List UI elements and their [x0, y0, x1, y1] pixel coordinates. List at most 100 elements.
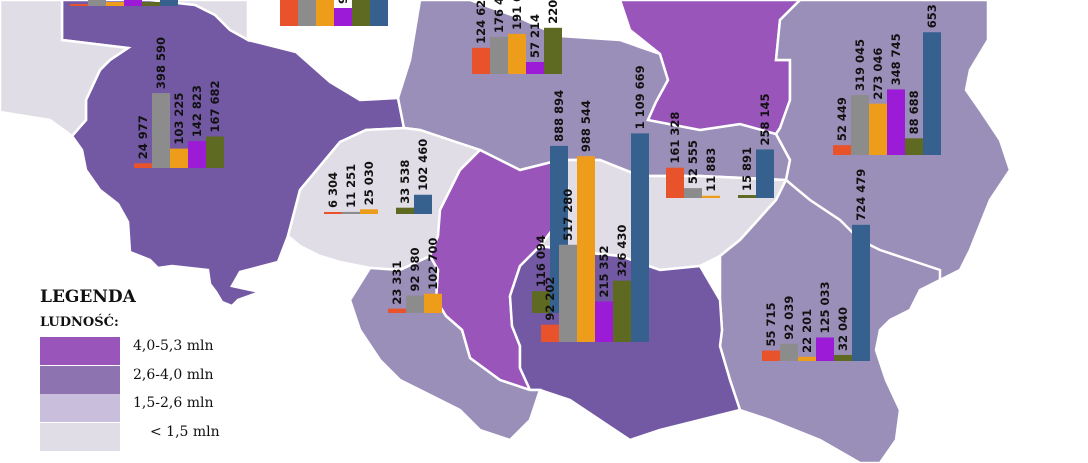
bar-label-center-left-5: 33 538	[398, 160, 412, 204]
region-northwest	[0, 0, 132, 138]
bar-center-right-1	[666, 167, 684, 198]
bar-label-left-1: 24 977	[136, 115, 150, 159]
bar-label-center-left-6: 102 460	[416, 139, 430, 191]
bar-center-2	[559, 244, 577, 342]
bar-top-center-left-partial-5	[352, 0, 370, 26]
bar-right-top-2	[851, 95, 869, 155]
bar-label-center-1: 92 202	[543, 277, 557, 321]
bar-left-5	[206, 136, 224, 168]
bar-label-left-2: 398 590	[154, 37, 168, 89]
legend-item-3: 1,5-2,6 mln	[38, 394, 238, 423]
bar-center-4	[595, 301, 613, 342]
bar-center-right-3	[702, 195, 720, 198]
bar-center-left-1	[324, 212, 342, 214]
bar-top-center-4	[526, 61, 544, 74]
bar-right-top-6	[923, 32, 941, 155]
legend-item-4: < 1,5 mln	[38, 422, 238, 452]
bar-label-top-center-5: 220	[546, 0, 560, 24]
bar-top-center-left-partial-1	[280, 0, 298, 26]
bar-label-south-right-3: 22 201	[800, 309, 814, 353]
bar-center-6	[631, 133, 649, 342]
bar-top-left-partial-2	[88, 0, 106, 6]
bar-label-top-center-4: 57 214	[528, 14, 542, 58]
bar-left-3	[170, 148, 188, 168]
bar-label-south-right-1: 55 715	[764, 303, 778, 347]
bar-label-center-mid-6: 888 894	[552, 90, 566, 142]
bar-center-1	[541, 324, 559, 342]
bar-center-3	[577, 156, 595, 342]
bar-label-top-center-1: 124 62	[474, 0, 488, 44]
bar-center-right-6	[756, 149, 774, 198]
legend-swatch-1	[40, 337, 120, 365]
bar-south-right-2	[780, 343, 798, 361]
bar-label-right-top-3: 273 046	[871, 48, 885, 100]
bar-south-left-3	[424, 293, 442, 313]
bar-top-left-partial-1	[70, 4, 88, 6]
bar-center-left-5	[396, 207, 414, 214]
bar-label-south-left-1: 23 331	[390, 261, 404, 305]
bar-left-4	[188, 141, 206, 168]
legend-item-2: 2,6-4,0 mln	[38, 365, 238, 395]
region-north-light	[149, 0, 250, 43]
bar-top-left-partial-6	[160, 0, 178, 6]
bar-right-top-1	[833, 145, 851, 155]
bar-label-right-top-6: 653	[925, 4, 939, 28]
bar-center-mid-5	[532, 291, 550, 313]
legend: LEGENDA LUDNOŚĆ: 4,0-5,3 mln 2,6-4,0 mln…	[38, 287, 238, 451]
bar-label-top-center-3: 191 0	[510, 0, 524, 30]
bar-label-center-5: 326 430	[615, 225, 629, 277]
legend-swatch-4	[40, 422, 120, 451]
bar-label-center-right-2: 52 555	[686, 140, 700, 184]
bar-label-south-right-2: 92 039	[782, 296, 796, 340]
bar-south-left-1	[388, 308, 406, 313]
bar-label-center-left-1: 6 304	[326, 172, 340, 208]
legend-swatch-2	[40, 365, 120, 394]
bar-top-center-left-partial-3	[316, 0, 334, 26]
bar-top-center-5	[544, 27, 562, 74]
bar-label-south-left-3: 102 700	[426, 238, 440, 290]
legend-subtitle: LUDNOŚĆ:	[40, 315, 119, 330]
bar-top-center-left-partial-6	[370, 0, 388, 26]
bar-top-center-3	[508, 33, 526, 74]
bar-top-center-left-partial-2	[298, 0, 316, 26]
bar-left-1	[134, 163, 152, 168]
bar-label-right-top-4: 348 745	[889, 33, 903, 85]
bar-label-left-5: 167 682	[208, 80, 222, 132]
legend-label-2: 2,6-4,0 mln	[133, 366, 214, 383]
bar-label-right-top-2: 319 045	[853, 39, 867, 91]
bar-label-center-2: 517 280	[561, 189, 575, 241]
bar-center-right-5	[738, 195, 756, 198]
bar-top-left-partial-4	[124, 0, 142, 6]
bar-south-right-4	[816, 337, 834, 361]
bar-south-right-6	[852, 224, 870, 361]
bar-top-center-left-partial-4	[334, 8, 352, 26]
legend-label-4: < 1,5 mln	[150, 423, 220, 440]
bar-top-center-1	[472, 47, 490, 74]
bar-value-labels: 9 124 62 176 4 191 0 57 214 220 24 977 398 590 1…	[136, 0, 939, 353]
bar-label-south-right-4: 125 033	[818, 281, 832, 333]
region-south-west	[348, 254, 542, 442]
bar-center-left-3	[360, 209, 378, 214]
bar-left-2	[152, 93, 170, 168]
bar-south-right-3	[798, 356, 816, 361]
legend-item-1: 4,0-5,3 mln	[38, 337, 238, 366]
bar-label-top-center-left-partial-4: 9	[336, 0, 350, 4]
bar-label-right-top-1: 52 449	[835, 97, 849, 141]
bar-label-right-top-5: 88 688	[907, 90, 921, 134]
bar-south-right-5	[834, 354, 852, 361]
bar-top-left-partial-5	[142, 2, 160, 6]
bar-label-left-4: 142 823	[190, 85, 204, 137]
bar-center-5	[613, 280, 631, 342]
bar-label-south-left-2: 92 980	[408, 248, 422, 292]
bar-center-right-2	[684, 188, 702, 198]
bar-label-center-left-3: 25 030	[362, 161, 376, 205]
bar-top-left-partial-3	[106, 2, 124, 6]
bar-label-center-3: 988 544	[579, 100, 593, 152]
legend-label-3: 1,5-2,6 mln	[133, 395, 214, 411]
bar-label-center-left-2: 11 251	[344, 164, 358, 208]
bar-label-center-right-1: 161 328	[668, 112, 682, 164]
bar-label-center-mid-5: 116 094	[534, 235, 548, 287]
bar-label-center-right-3: 11 883	[704, 148, 718, 192]
